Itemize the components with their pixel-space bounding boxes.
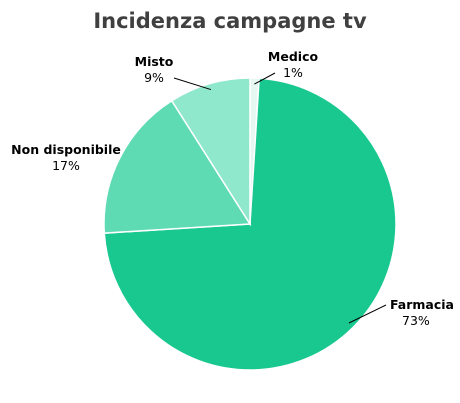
leader-line-medico (254, 72, 276, 85)
pie-slice-misto (170, 77, 251, 227)
slice-label-non-disponibile: Non disponibile (11, 142, 121, 157)
leader-line-misto (173, 77, 212, 91)
leader-line-farmacia (348, 304, 387, 324)
leader-lines (173, 72, 387, 324)
slice-label-medico: Medico (268, 49, 319, 64)
slice-percent-non-disponibile: 17% (52, 158, 80, 173)
pie-slices (103, 77, 397, 371)
slice-percent-misto: 9% (144, 70, 164, 85)
slice-percent-farmacia: 73% (402, 313, 430, 328)
chart-title: Incidenza campagne tv (93, 9, 367, 33)
slice-label-misto: Misto (135, 54, 174, 69)
pie-slice-non-disponibile (103, 99, 252, 234)
slice-percent-medico: 1% (283, 65, 303, 80)
slice-label-farmacia: Farmacia (390, 297, 454, 312)
